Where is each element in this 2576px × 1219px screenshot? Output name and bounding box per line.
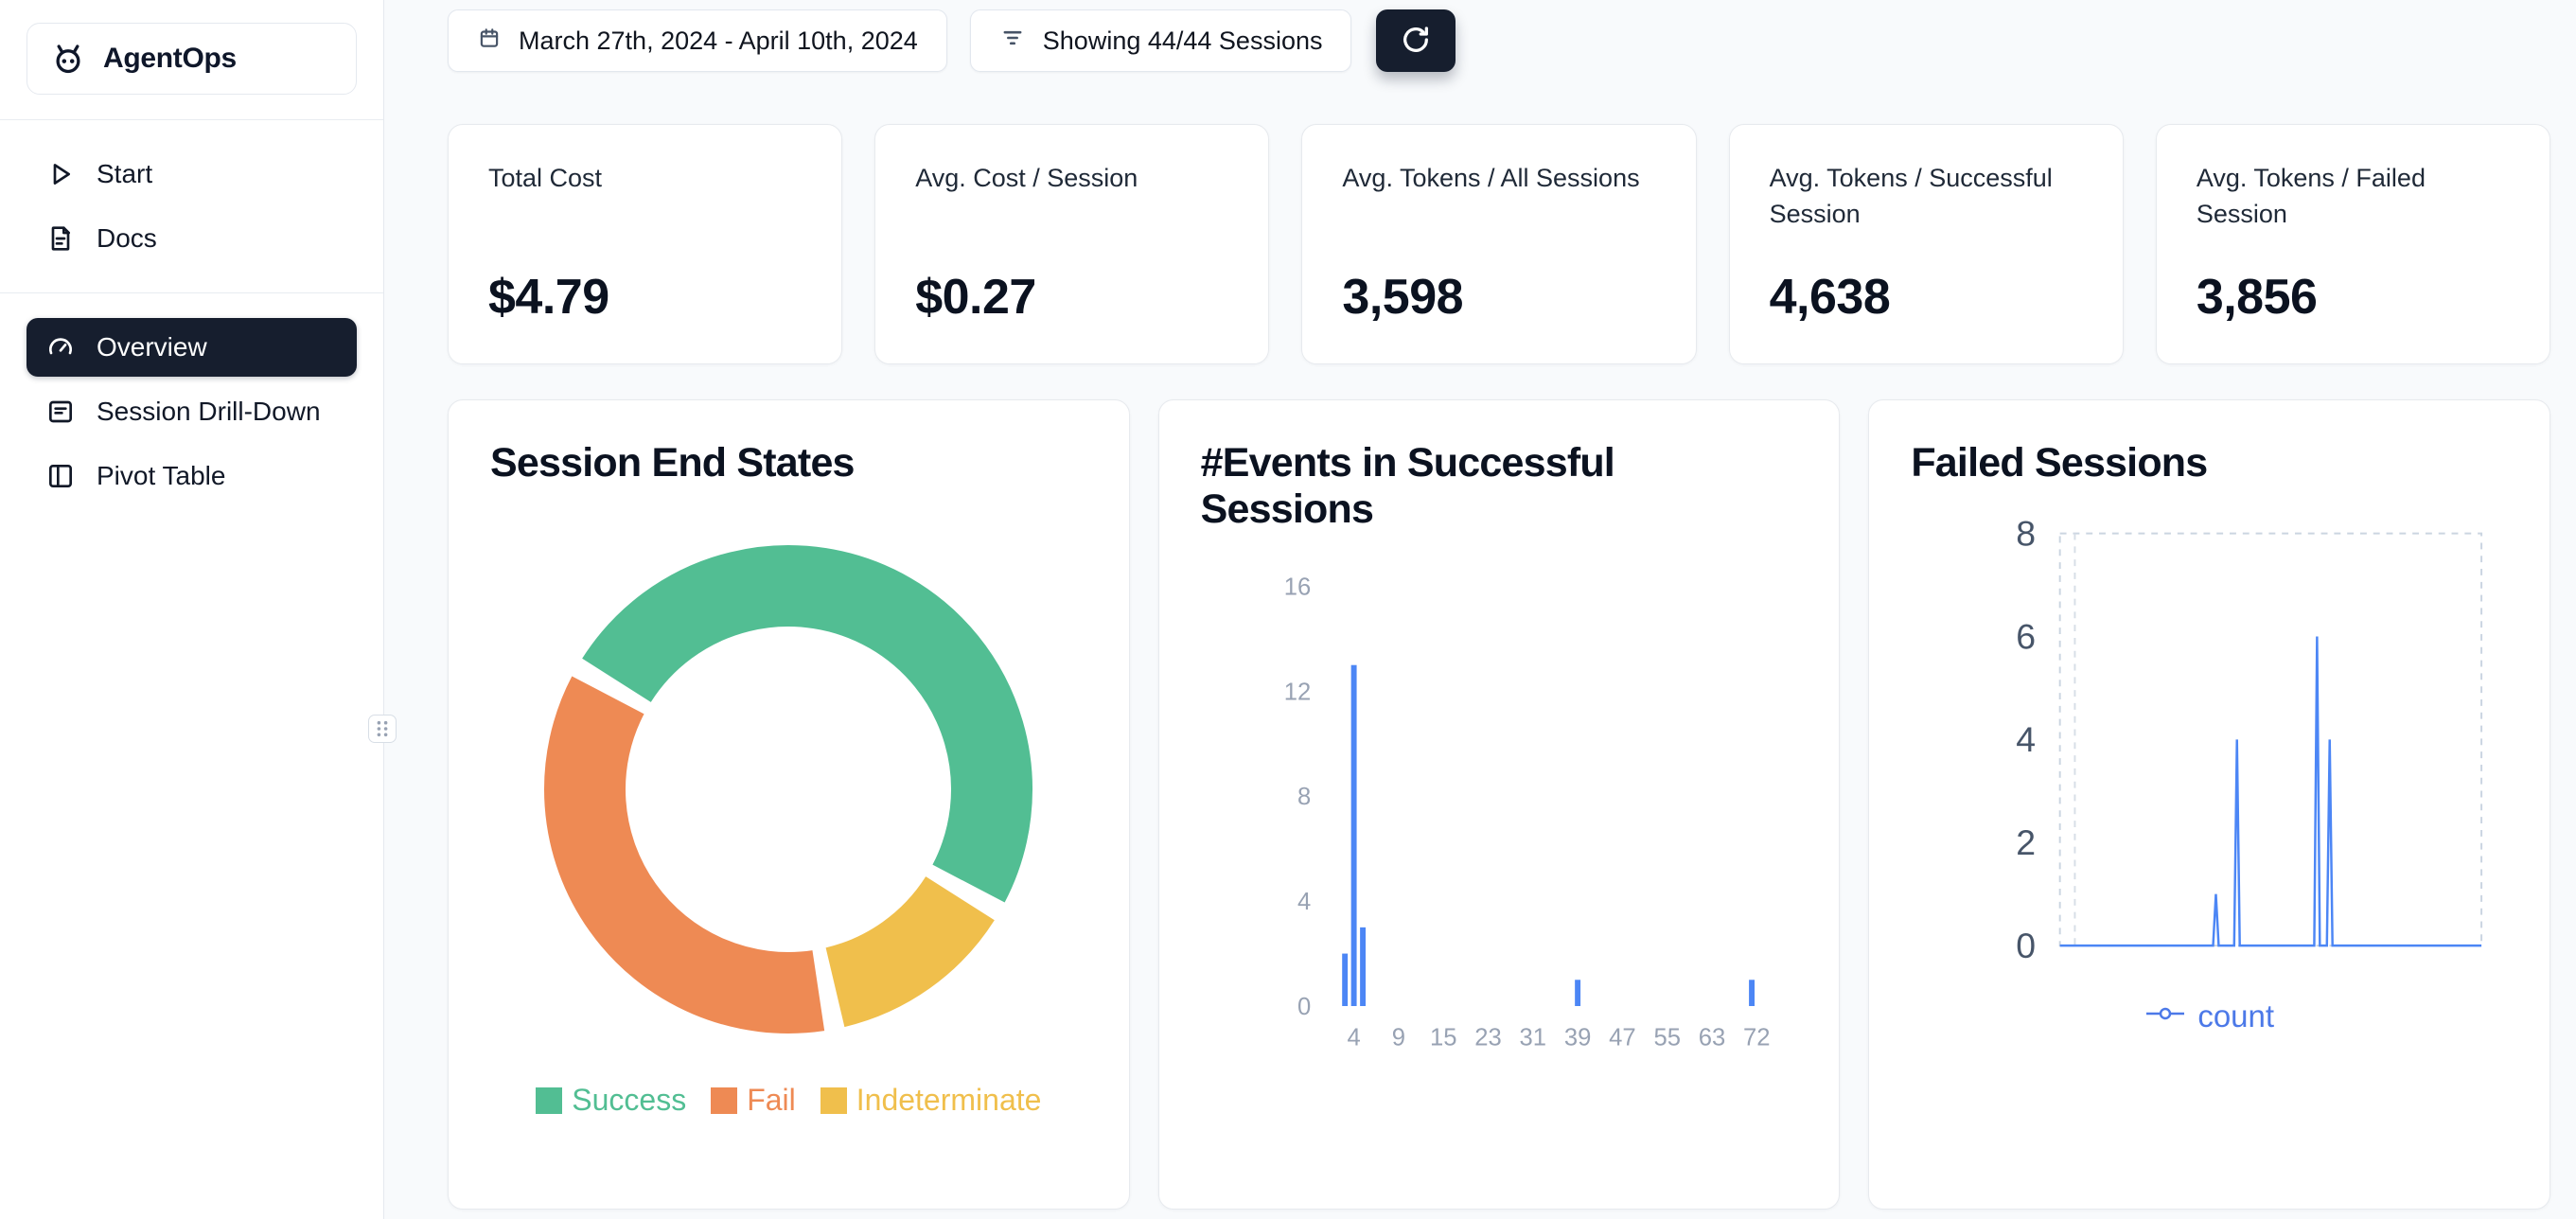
- line-legend-marker: [2144, 1006, 2186, 1026]
- grip-icon: [377, 720, 388, 737]
- legend-item[interactable]: Indeterminate: [820, 1083, 1042, 1118]
- stat-label: Total Cost: [488, 164, 603, 192]
- chart-title: #Events in Successful Sessions: [1200, 440, 1615, 533]
- svg-text:16: 16: [1283, 574, 1311, 600]
- svg-text:55: 55: [1653, 1024, 1681, 1051]
- svg-text:0: 0: [2017, 926, 2037, 965]
- svg-text:12: 12: [1283, 679, 1311, 705]
- stat-card-avg-tokens-successful: Avg. Tokens / Successful Session 4,638: [1728, 124, 2124, 364]
- svg-text:72: 72: [1743, 1024, 1771, 1051]
- app-title: AgentOps: [103, 43, 237, 74]
- svg-text:2: 2: [2017, 822, 2037, 862]
- donut-legend: Success Fail Indeterminate: [490, 1083, 1087, 1118]
- svg-text:31: 31: [1519, 1024, 1546, 1051]
- failed-sessions-chart: 0 2 4 6 8: [1911, 507, 2508, 992]
- line-svg: 0 2 4 6 8: [2017, 514, 2483, 965]
- main-content: March 27th, 2024 - April 10th, 2024 Show…: [384, 0, 2576, 1219]
- stat-card-avg-tokens-all: Avg. Tokens / All Sessions 3,598: [1301, 124, 1697, 364]
- svg-text:4: 4: [2017, 720, 2037, 760]
- sidebar-item-label: Session Drill-Down: [97, 397, 321, 426]
- svg-text:39: 39: [1564, 1024, 1592, 1051]
- sidebar-item-label: Overview: [97, 332, 207, 362]
- divider: [0, 292, 383, 293]
- stat-label: Avg. Tokens / Successful Session: [1769, 164, 2053, 228]
- stat-label: Avg. Tokens / Failed Session: [2196, 164, 2426, 228]
- sidebar-nav-top: Start Docs: [26, 145, 357, 268]
- stat-card-avg-cost-session: Avg. Cost / Session $0.27: [874, 124, 1270, 364]
- charts-row: Session End States Success Fail Indetermin…: [448, 399, 2551, 1210]
- date-range-label: March 27th, 2024 - April 10th, 2024: [519, 26, 918, 55]
- line-legend-label: count: [2197, 998, 2275, 1034]
- legend-swatch: [820, 1086, 847, 1114]
- sidebar-nav-main: Overview Session Drill-Down Pivot Table: [26, 318, 357, 505]
- failed-sessions-card: Failed Sessions 0 2 4 6 8 count: [1868, 399, 2551, 1210]
- sidebar-item-label: Docs: [97, 223, 157, 253]
- calendar-icon: [477, 26, 502, 57]
- play-icon: [45, 159, 76, 189]
- legend-label: Indeterminate: [856, 1083, 1042, 1118]
- legend-label: Success: [572, 1083, 687, 1118]
- stat-value: $4.79: [488, 270, 609, 325]
- events-histogram-card: #Events in Successful Sessions 0 4 8 12 16 4 9…: [1157, 399, 1841, 1210]
- svg-text:9: 9: [1391, 1024, 1404, 1051]
- stat-value: 4,638: [1769, 270, 1891, 325]
- filter-icon: [999, 25, 1026, 58]
- chart-title: Session End States: [490, 440, 855, 486]
- svg-text:23: 23: [1474, 1024, 1502, 1051]
- bar-svg: 0 4 8 12 16 4 9 15 23 31 39 47 55 63 72: [1283, 574, 1771, 1051]
- svg-text:8: 8: [1297, 784, 1311, 810]
- stat-value: $0.27: [915, 270, 1036, 325]
- gauge-icon: [45, 332, 76, 362]
- docs-icon: [45, 223, 76, 254]
- divider: [0, 119, 383, 120]
- events-bar-chart: 0 4 8 12 16 4 9 15 23 31 39 47 55 63 72: [1201, 558, 1798, 1081]
- svg-text:8: 8: [2017, 514, 2037, 554]
- stat-value: 3,598: [1342, 270, 1464, 325]
- svg-text:47: 47: [1609, 1024, 1636, 1051]
- legend-swatch: [536, 1086, 563, 1114]
- stat-card-avg-tokens-failed: Avg. Tokens / Failed Session 3,856: [2155, 124, 2551, 364]
- svg-text:0: 0: [1297, 994, 1311, 1020]
- table-columns-icon: [45, 461, 76, 491]
- sidebar-item-docs[interactable]: Docs: [26, 209, 357, 268]
- sessions-filter-label: Showing 44/44 Sessions: [1042, 26, 1323, 55]
- sidebar-item-label: Start: [97, 159, 153, 188]
- svg-text:4: 4: [1347, 1024, 1360, 1051]
- session-end-states-donut: [490, 524, 1087, 1054]
- sidebar-item-session-drill-down[interactable]: Session Drill-Down: [26, 382, 357, 441]
- sessions-filter-button[interactable]: Showing 44/44 Sessions: [969, 9, 1352, 72]
- sidebar: AgentOps Start Docs: [0, 0, 384, 1219]
- list-details-icon: [45, 397, 76, 427]
- sidebar-item-start[interactable]: Start: [26, 145, 357, 203]
- session-end-states-card: Session End States Success Fail Indetermin…: [448, 399, 1130, 1210]
- stat-label: Avg. Tokens / All Sessions: [1342, 164, 1640, 192]
- stat-card-total-cost: Total Cost $4.79: [448, 124, 843, 364]
- refresh-button[interactable]: [1376, 9, 1456, 72]
- chart-title: Failed Sessions: [1911, 440, 2208, 486]
- date-range-button[interactable]: March 27th, 2024 - April 10th, 2024: [448, 9, 947, 72]
- app-logo[interactable]: AgentOps: [26, 23, 357, 95]
- line-legend[interactable]: count: [1911, 998, 2508, 1034]
- svg-text:6: 6: [2017, 617, 2037, 657]
- sidebar-resize-handle[interactable]: [368, 715, 397, 743]
- legend-label: Fail: [747, 1083, 796, 1118]
- svg-text:4: 4: [1297, 889, 1311, 915]
- svg-text:15: 15: [1430, 1024, 1457, 1051]
- legend-item[interactable]: Fail: [711, 1083, 796, 1118]
- legend-swatch: [711, 1086, 738, 1114]
- stat-label: Avg. Cost / Session: [915, 164, 1138, 192]
- refresh-icon: [1400, 24, 1432, 59]
- stat-value: 3,856: [2196, 270, 2318, 325]
- agentops-logo-icon: [48, 39, 88, 79]
- donut-svg: [544, 545, 1033, 1034]
- svg-text:63: 63: [1698, 1024, 1725, 1051]
- legend-item[interactable]: Success: [536, 1083, 686, 1118]
- stats-row: Total Cost $4.79 Avg. Cost / Session $0.…: [448, 124, 2551, 364]
- toolbar: March 27th, 2024 - April 10th, 2024 Show…: [448, 9, 2550, 72]
- sidebar-item-pivot-table[interactable]: Pivot Table: [26, 447, 357, 505]
- sidebar-item-overview[interactable]: Overview: [26, 318, 357, 377]
- sidebar-item-label: Pivot Table: [97, 461, 226, 490]
